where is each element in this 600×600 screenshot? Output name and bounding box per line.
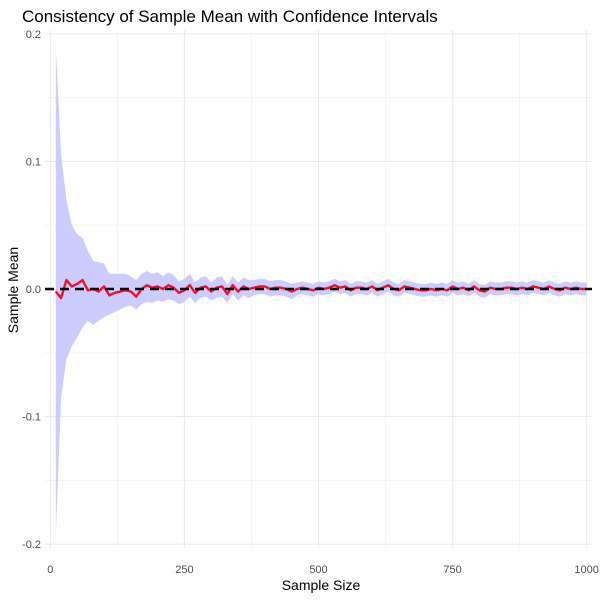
x-tick-label: 750: [443, 564, 461, 576]
x-tick-label: 500: [309, 564, 327, 576]
x-tick-label: 250: [175, 564, 193, 576]
x-tick-label: 0: [47, 564, 53, 576]
confidence-band-area: [55, 46, 587, 538]
y-tick-label: 0.1: [26, 156, 41, 168]
x-axis-title: Sample Size: [282, 577, 361, 593]
y-tick-label: 0.0: [26, 284, 41, 296]
y-tick-label: 0.2: [26, 29, 41, 41]
x-tick-label: 1000: [574, 564, 598, 576]
confidence-band: [55, 46, 587, 538]
tick-labels: 0 250 500 750 1000 -0.2 -0.1 0.0 0.1 0.2: [22, 29, 599, 576]
y-tick-label: -0.1: [22, 412, 41, 424]
y-tick-label: -0.2: [22, 539, 41, 551]
chart-title: Consistency of Sample Mean with Confiden…: [22, 7, 438, 26]
y-axis-title: Sample Mean: [5, 247, 21, 333]
